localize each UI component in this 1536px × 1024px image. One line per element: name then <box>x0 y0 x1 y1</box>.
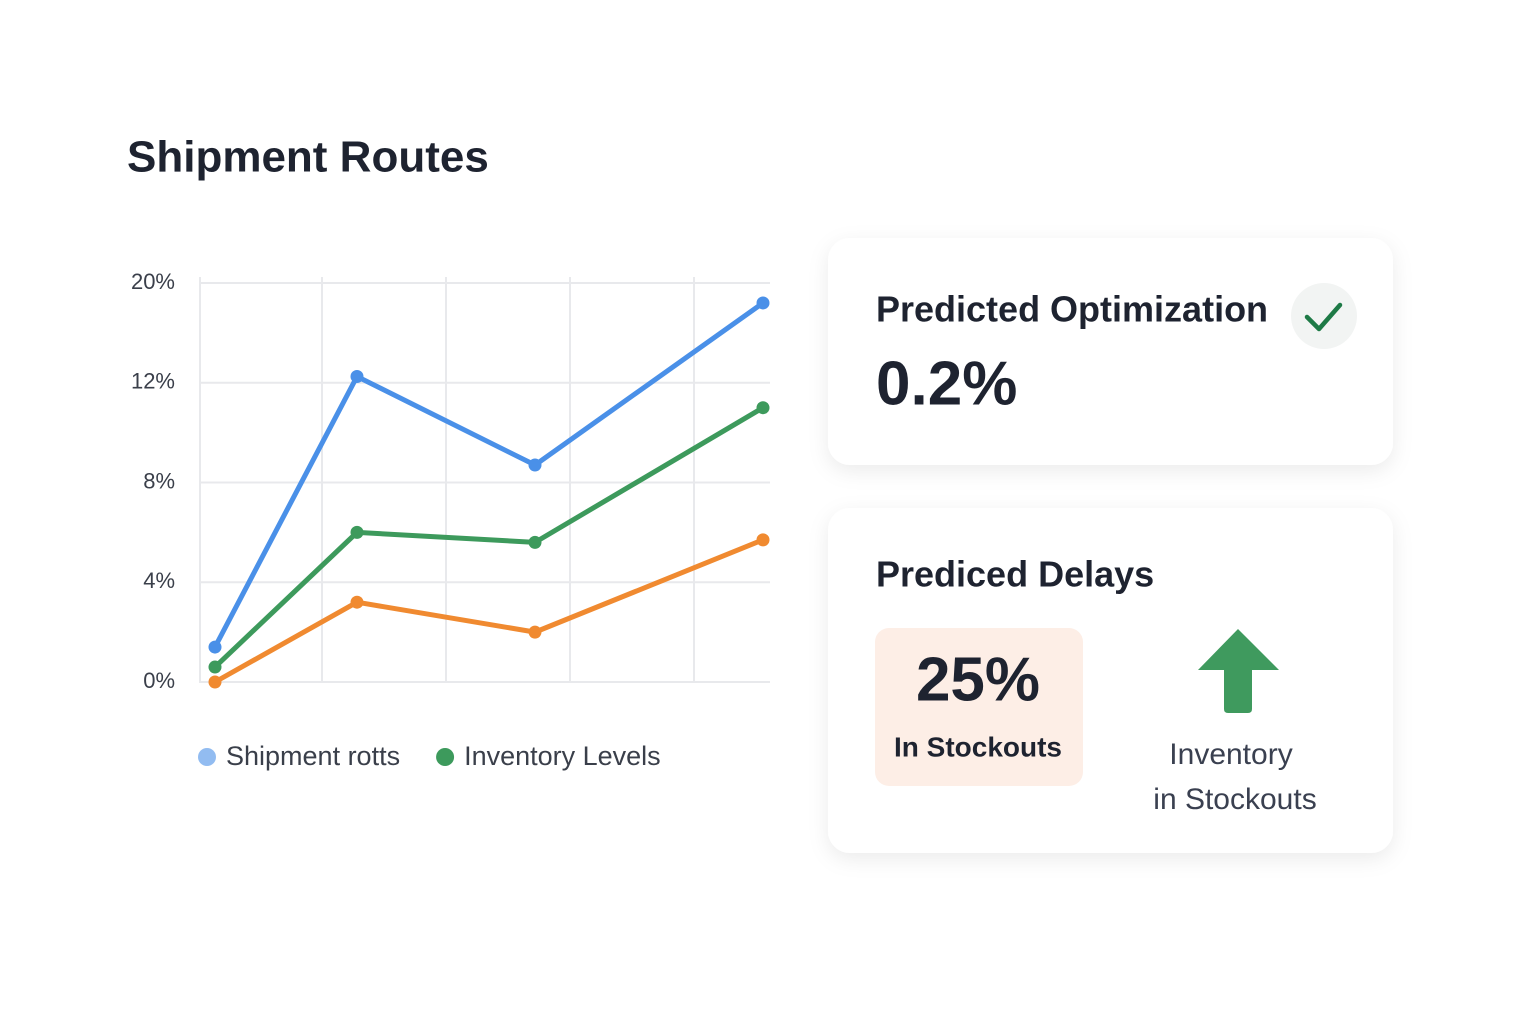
y-tick-label: 0% <box>143 668 175 693</box>
data-point <box>350 525 364 539</box>
up-arrow <box>1198 629 1279 713</box>
data-point <box>208 675 222 689</box>
data-point <box>350 595 364 609</box>
card-title: Predicted Optimization <box>876 289 1268 330</box>
data-point <box>208 640 222 654</box>
check-icon <box>1304 302 1343 332</box>
card-title: Prediced Delays <box>876 554 1154 595</box>
data-point <box>528 535 542 549</box>
series-line <box>212 537 766 685</box>
data-point <box>528 625 542 639</box>
indicator-label: Inventory <box>1169 738 1292 771</box>
vertical-grid <box>199 277 695 683</box>
legend-swatch <box>198 748 216 766</box>
check-badge <box>1291 283 1357 349</box>
legend-label: Shipment rotts <box>226 741 400 771</box>
badge-value: 25% <box>916 645 1040 714</box>
card <box>828 238 1393 465</box>
legend-swatch <box>436 748 455 766</box>
data-point <box>756 296 770 310</box>
data-point <box>350 370 364 384</box>
y-tick-label: 20% <box>131 269 175 294</box>
legend-label: Inventory Levels <box>464 741 661 771</box>
data-point <box>208 660 222 674</box>
y-tick-label: 12% <box>131 369 175 394</box>
y-tick-label: 4% <box>143 568 175 593</box>
indicator-label: in Stockouts <box>1153 783 1316 816</box>
badge <box>875 628 1083 786</box>
data-point <box>756 533 770 547</box>
chart-title: Shipment Routes <box>127 133 489 182</box>
data-point <box>756 401 770 415</box>
y-tick-label: 8% <box>143 468 175 493</box>
series-line <box>212 405 766 670</box>
card-value: 0.2% <box>876 349 1017 418</box>
data-point <box>528 458 542 472</box>
series-line <box>212 300 766 650</box>
badge-label: In Stockouts <box>894 731 1062 762</box>
